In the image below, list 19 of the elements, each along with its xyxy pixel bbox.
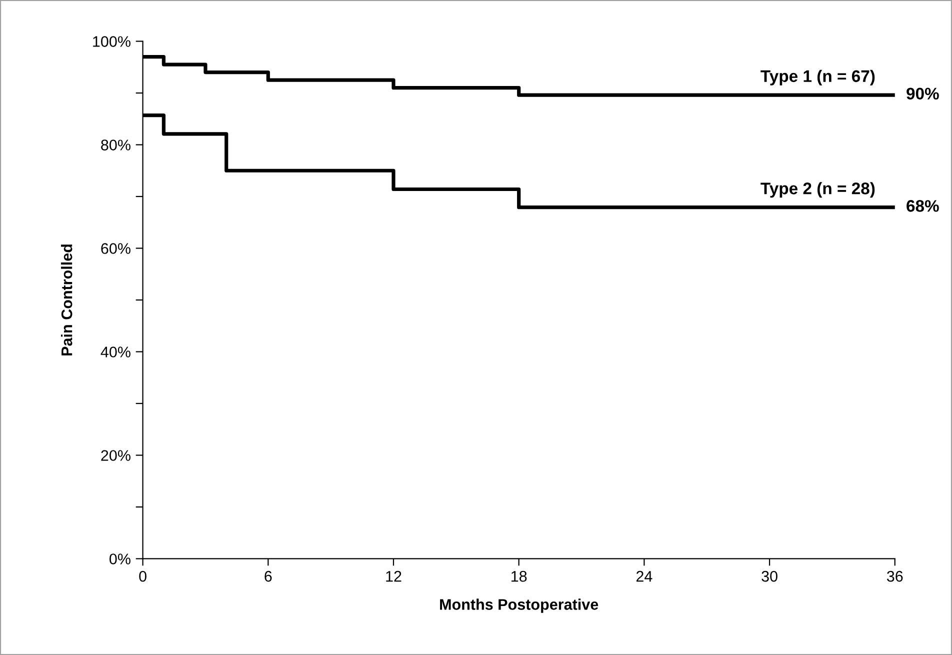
y-tick-label: 80% xyxy=(101,140,130,150)
annotation: 90% xyxy=(906,88,939,100)
x-tick-label: 30 xyxy=(762,570,778,582)
annotation: 68% xyxy=(906,200,939,212)
x-tick-label: 24 xyxy=(636,570,652,582)
x-axis-title: Months Postoperative xyxy=(440,598,598,613)
y-tick-label: 0% xyxy=(110,554,130,564)
y-tick-label: 40% xyxy=(100,346,130,358)
x-tick-label: 18 xyxy=(512,570,527,582)
y-tick-label: 20% xyxy=(101,450,130,461)
x-tick-label: 0 xyxy=(139,570,146,582)
y-tick-label: 60% xyxy=(101,243,130,254)
y-axis-title: Pain Controlled xyxy=(61,244,72,356)
x-tick-label: 6 xyxy=(264,570,272,582)
x-tick-label: 36 xyxy=(886,570,903,582)
series-label: Type 1 (n = 67) xyxy=(760,70,875,86)
x-tick-label: 12 xyxy=(386,570,402,582)
y-tick-label: 100% xyxy=(93,36,130,47)
series-label: Type 2 (n = 28) xyxy=(760,182,875,198)
